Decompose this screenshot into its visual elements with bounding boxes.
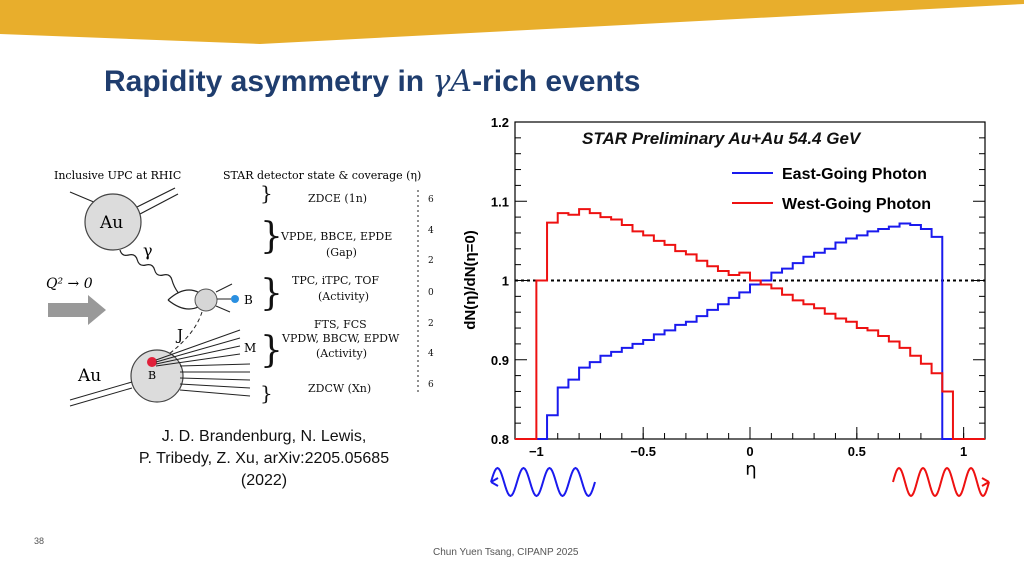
svg-text:4: 4 — [428, 226, 434, 236]
series-east-going-photon — [515, 222, 985, 440]
q2-label: Q² → 0 — [46, 276, 93, 292]
beam-line — [139, 193, 179, 215]
chart-title: STAR Preliminary Au+Au 54.4 GeV — [582, 129, 862, 148]
x-tick-label: 1 — [960, 444, 967, 459]
nucleus-top — [84, 193, 142, 251]
banner-stripe — [0, 0, 1024, 44]
svg-text:0: 0 — [428, 288, 434, 298]
nucleus-bottom — [130, 349, 184, 403]
west-photon-arrow — [981, 477, 990, 487]
y-tick-label: 1.1 — [491, 194, 509, 209]
legend-label-west: West-Going Photon — [782, 196, 931, 213]
legend-label-east: East-Going Photon — [782, 166, 927, 183]
svg-text:(Activity): (Activity) — [318, 290, 369, 303]
diagram-header-left: Inclusive UPC at RHIC — [54, 169, 181, 182]
svg-text:(Activity): (Activity) — [316, 347, 367, 360]
vm-blob — [194, 288, 218, 312]
diagram-header-right: STAR detector state & coverage (η) — [223, 169, 421, 182]
detector-west: FTS, FCS — [314, 318, 367, 331]
x-tick-label: −1 — [529, 444, 544, 459]
blue-dot — [231, 295, 239, 303]
page-number: 38 — [34, 536, 45, 546]
y-tick-label: 0.8 — [491, 432, 509, 447]
x-axis-label: η — [745, 459, 756, 480]
series-west-going-photon — [515, 208, 985, 440]
svg-text:}: } — [260, 273, 283, 314]
x-tick-label: 0 — [746, 444, 753, 459]
detector-zdce: ZDCE (1n) — [308, 192, 367, 205]
label-b2: B — [148, 369, 156, 382]
svg-text:}: } — [260, 181, 273, 205]
page-title: Rapidity asymmetry in γA-rich events — [104, 64, 641, 99]
y-tick-label: 0.9 — [491, 353, 509, 368]
svg-text:}: } — [260, 330, 283, 371]
svg-text:2: 2 — [428, 319, 434, 329]
nucleus-top-label: Au — [99, 213, 123, 233]
gamma-label: γ — [143, 241, 153, 260]
label-m: M — [244, 341, 256, 355]
beam-line — [69, 381, 133, 401]
title-math: γA — [432, 64, 473, 99]
x-tick-label: −0.5 — [630, 444, 656, 459]
rapidity-chart: 0.8 0.9 1 1.1 1.2 −1 −0.5 0 0.5 1 STAR Preliminar… — [462, 115, 990, 498]
svg-text:6: 6 — [428, 195, 434, 205]
svg-text:6: 6 — [428, 380, 434, 390]
detector-tpc: TPC, iTPC, TOF — [292, 274, 379, 287]
nucleus-bottom-label: Au — [77, 366, 101, 386]
top-banner — [0, 0, 1024, 44]
svg-text:(Gap): (Gap) — [326, 246, 357, 259]
label-b1: B — [244, 293, 253, 307]
east-photon-wave — [490, 466, 596, 498]
y-tick-label: 1 — [502, 274, 509, 289]
beam-line — [69, 387, 133, 407]
svg-text:2: 2 — [428, 256, 434, 266]
y-axis-label: dN(η)/dN(η=0) — [462, 230, 479, 330]
svg-text:VPDW, BBCW, EPDW: VPDW, BBCW, EPDW — [281, 332, 400, 345]
upc-diagram: Inclusive UPC at RHIC STAR detector stat… — [46, 169, 434, 407]
x-tick-label: 0.5 — [848, 444, 866, 459]
detector-zdcw: ZDCW (Xn) — [308, 382, 371, 395]
q2-arrow — [48, 295, 106, 325]
citation-line: J. D. Brandenburg, N. Lewis, — [161, 428, 367, 445]
svg-text:}: } — [260, 216, 283, 257]
citation-line: (2022) — [240, 472, 288, 489]
red-dot — [147, 357, 157, 367]
y-tick-label: 1.2 — [491, 115, 509, 130]
citation-line: P. Tribedy, Z. Xu, arXiv:2205.05685 — [138, 450, 390, 467]
svg-text:4: 4 — [428, 349, 434, 359]
detector-east: VPDE, BBCE, EPDE — [280, 230, 392, 243]
photon-line — [119, 249, 179, 294]
label-j: J — [175, 326, 183, 344]
footer-text: Chun Yuen Tsang, CIPANP 2025 — [433, 547, 579, 558]
beam-line — [134, 187, 176, 209]
svg-text:}: } — [260, 381, 273, 405]
west-photon-wave — [892, 466, 990, 498]
citation: J. D. Brandenburg, N. Lewis, P. Tribedy,… — [104, 426, 424, 492]
